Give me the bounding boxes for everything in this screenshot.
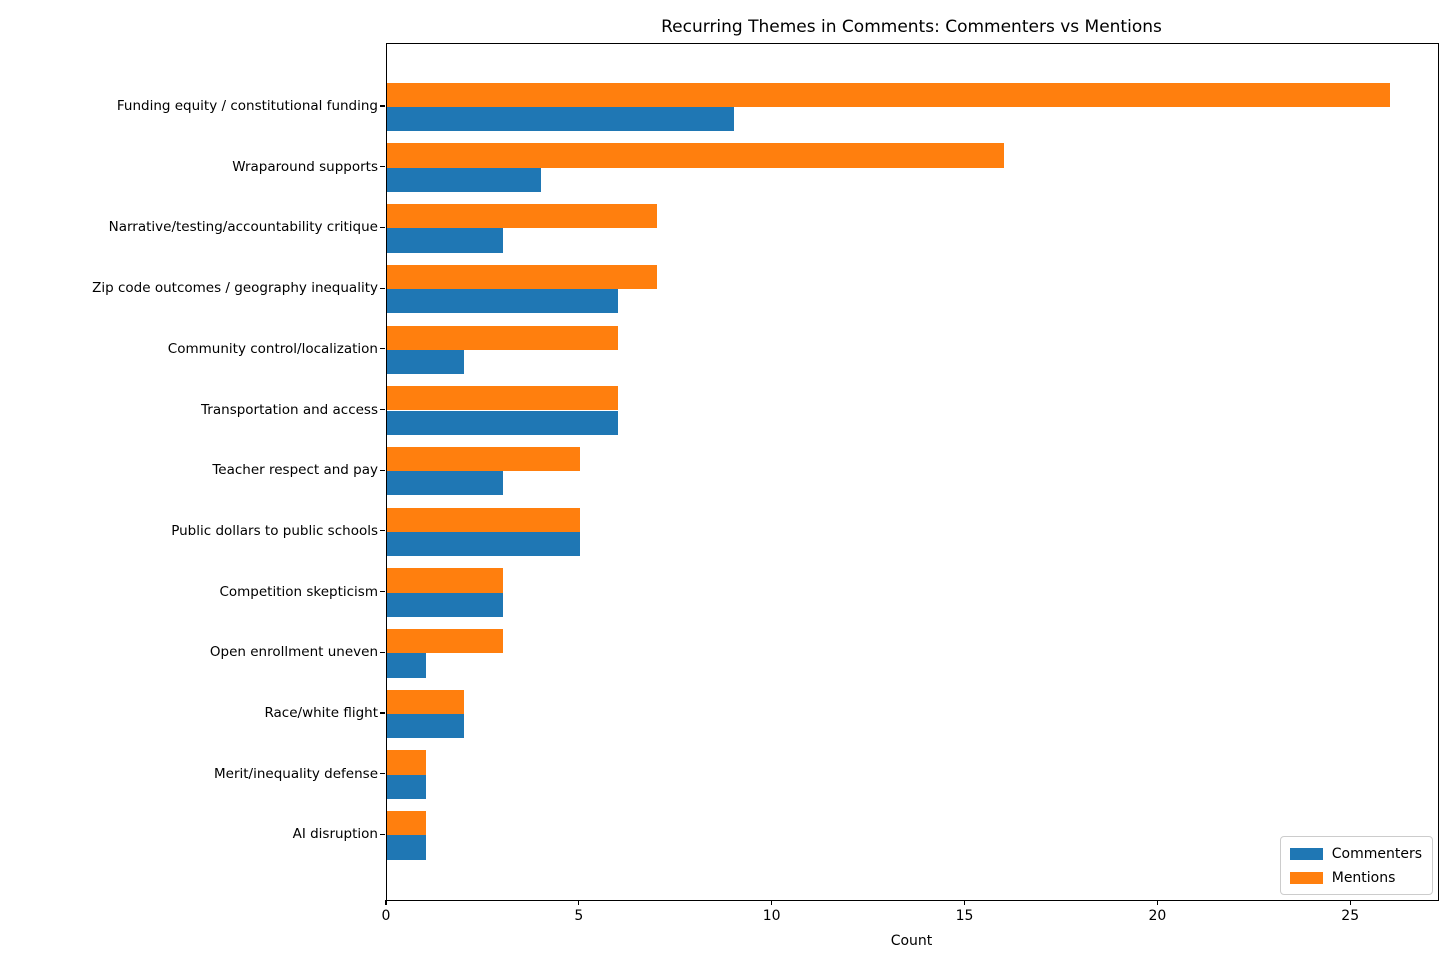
y-axis-category-label: Public dollars to public schools <box>171 522 378 539</box>
y-tick-mark <box>380 651 385 653</box>
legend-label-commenters: Commenters <box>1331 845 1422 862</box>
x-tick-label: 0 <box>381 908 391 924</box>
bar-mentions-0 <box>387 82 1390 107</box>
x-axis-label: Count <box>890 933 933 949</box>
legend: Commenters Mentions <box>1279 836 1433 895</box>
x-tick-label: 15 <box>955 908 974 924</box>
y-tick-mark <box>380 226 385 228</box>
bar-commenters-1 <box>387 167 542 192</box>
bar-mentions-8 <box>387 568 503 593</box>
y-axis-category-label: AI disruption <box>292 826 378 843</box>
y-axis-category-label: Narrative/testing/accountability critiqu… <box>108 219 378 236</box>
bar-mentions-10 <box>387 689 465 714</box>
bar-commenters-7 <box>387 531 580 557</box>
bar-commenters-8 <box>387 592 503 617</box>
y-axis-category-label: Zip code outcomes / geography inequality <box>92 280 378 297</box>
x-tick-label: 25 <box>1341 908 1360 924</box>
bar-mentions-6 <box>387 446 580 472</box>
legend-item-mentions: Mentions <box>1289 868 1422 887</box>
bar-mentions-4 <box>387 325 619 350</box>
bar-commenters-12 <box>387 835 426 860</box>
bar-mentions-9 <box>387 629 503 654</box>
plot-area: Commenters Mentions <box>386 43 1439 901</box>
y-axis-category-label: Race/white flight <box>264 705 378 721</box>
y-tick-mark <box>380 348 385 350</box>
legend-label-mentions: Mentions <box>1331 869 1396 886</box>
y-axis-category-label: Open enrollment uneven <box>209 644 378 661</box>
chart-title: Recurring Themes in Comments: Commenters… <box>661 17 1162 37</box>
bar-commenters-0 <box>387 107 735 132</box>
bar-commenters-6 <box>387 471 503 496</box>
x-tick-label: 5 <box>574 908 584 924</box>
bar-commenters-11 <box>387 774 426 799</box>
bar-commenters-5 <box>387 410 619 435</box>
y-tick-mark <box>380 833 385 835</box>
y-tick-mark <box>380 591 385 593</box>
bar-commenters-2 <box>387 228 503 253</box>
y-axis-category-label: Community control/localization <box>167 340 378 357</box>
y-tick-mark <box>380 773 385 775</box>
legend-swatch-commenters <box>1289 847 1323 860</box>
y-axis-category-label: Teacher respect and pay <box>212 462 378 479</box>
y-tick-mark <box>380 712 385 714</box>
x-tick-label: 20 <box>1148 908 1167 924</box>
y-tick-mark <box>380 287 385 289</box>
bar-mentions-5 <box>387 386 619 411</box>
bar-commenters-10 <box>387 714 465 739</box>
bar-commenters-4 <box>387 349 465 375</box>
y-axis-category-label: Funding equity / constitutional funding <box>116 98 378 114</box>
bars-layer <box>387 44 1438 900</box>
bar-commenters-9 <box>387 653 426 678</box>
bar-mentions-1 <box>387 143 1005 168</box>
bar-mentions-12 <box>387 811 426 836</box>
bar-commenters-3 <box>387 289 619 314</box>
bar-mentions-2 <box>387 204 657 229</box>
y-tick-mark <box>380 408 385 411</box>
y-tick-mark <box>380 105 385 107</box>
y-tick-mark <box>380 530 385 532</box>
bar-mentions-11 <box>387 750 426 775</box>
legend-item-commenters: Commenters <box>1289 844 1422 863</box>
y-tick-mark <box>380 166 385 168</box>
x-tick-label: 10 <box>762 908 781 924</box>
y-axis-category-label: Wraparound supports <box>232 158 378 175</box>
y-axis-category-label: Merit/inequality defense <box>213 765 378 782</box>
y-tick-mark <box>380 469 385 471</box>
legend-swatch-mentions <box>1289 871 1323 884</box>
y-axis-category-label: Competition skepticism <box>219 583 378 600</box>
bar-mentions-3 <box>387 264 657 290</box>
bar-mentions-7 <box>387 507 580 532</box>
y-axis-category-label: Transportation and access <box>201 401 378 418</box>
